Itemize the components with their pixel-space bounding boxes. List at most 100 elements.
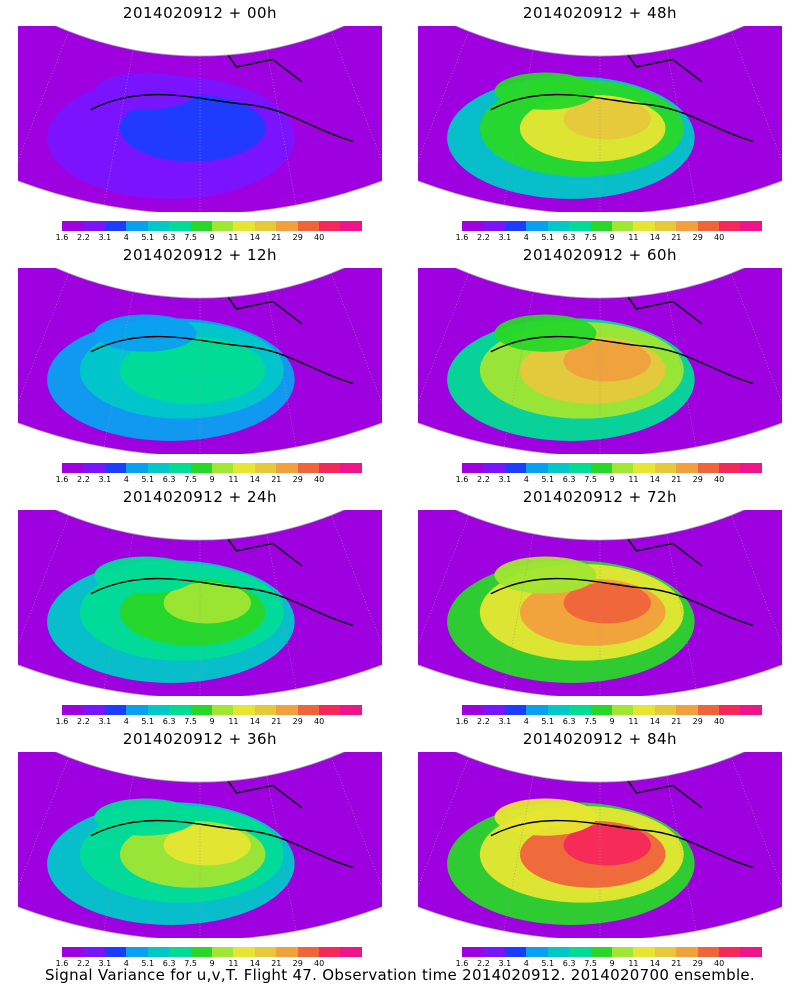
colorbar-ticks: 1.6 2.2 3.1 4 5.1 6.3 7.5 9 11 14 21 29 40 [456,959,762,969]
colorbar-tick-label: 4 [523,717,529,726]
colorbar-swatch [190,947,212,957]
colorbar-tick-label: 2.2 [477,959,490,968]
colorbar-tick-label: 11 [228,959,239,968]
colorbar-swatch [676,705,698,715]
colorbar-swatch [254,221,277,231]
colorbar-tick-label: 7.5 [584,717,597,726]
colorbar-tick-label: 29 [692,717,703,726]
colorbar-swatch [297,221,320,231]
colorbar-swatch [697,947,720,957]
colorbar-swatch [297,705,320,715]
colorbar-tick-label: 40 [714,717,725,726]
colorbar-tick-label: 40 [314,959,325,968]
colorbar-swatch [611,221,634,231]
colorbar-swatch [126,947,148,957]
colorbar-swatch [719,705,741,715]
colorbar-swatch [611,705,634,715]
colorbar-swatch [126,221,148,231]
colorbar-tick-label: 6.3 [162,959,176,968]
colorbar-swatch [254,705,277,715]
colorbar-tick-label: 2.2 [77,717,90,726]
colorbar-swatch [504,947,527,957]
colorbar-swatch [504,463,527,473]
colorbar-tick-label: 1.6 [455,233,469,242]
colorbar-swatch [104,463,127,473]
colorbar-swatch [233,221,255,231]
colorbar-tick-label: 21 [671,233,682,242]
colorbar-tick-label: 40 [314,233,325,242]
colorbar-tick-label: 5.1 [541,233,555,242]
colorbar-tick-label: 4 [123,475,129,484]
colorbar-tick-label: 9 [209,475,215,484]
colorbar-swatch [276,221,298,231]
forecast-panel-48h: 2014020912 + 48h 1.6 2.2 3.1 4 5.1 6.3 7.5 9 11 14… [400,0,800,242]
colorbar-tick-label: 9 [209,959,215,968]
colorbar-swatch [633,947,655,957]
variance-map [418,752,782,938]
colorbar-ticks: 1.6 2.2 3.1 4 5.1 6.3 7.5 9 11 14 21 29 40 [456,233,762,243]
colorbar-tick-label: 4 [523,233,529,242]
figure-caption: Signal Variance for u,v,T. Flight 47. Ob… [44,966,756,984]
colorbar-tick-label: 11 [628,233,639,242]
forecast-panel-12h: 2014020912 + 12h 1.6 2.2 3.1 4 5.1 6.3 7.5 9 11 14… [0,242,400,484]
forecast-panel-36h: 2014020912 + 36h 1.6 2.2 3.1 4 5.1 6.3 7.5 9 11 14… [0,726,400,968]
colorbar [62,463,362,473]
variance-map [418,268,782,454]
colorbar-tick-label: 40 [714,959,725,968]
colorbar [62,705,362,715]
colorbar-swatch [104,947,127,957]
colorbar-swatch [526,463,548,473]
colorbar-tick-label: 4 [523,959,529,968]
colorbar-tick-label: 21 [271,475,282,484]
colorbar-tick-label: 9 [609,475,615,484]
colorbar-tick-label: 4 [123,717,129,726]
colorbar-swatch [276,705,298,715]
colorbar-swatch [547,221,570,231]
colorbar-tick-label: 9 [609,717,615,726]
colorbar-swatch [569,221,591,231]
colorbar-swatch [276,947,298,957]
colorbar-tick-label: 4 [123,959,129,968]
colorbar-swatch [297,463,320,473]
colorbar-tick-label: 7.5 [184,717,197,726]
colorbar-swatch [590,221,612,231]
colorbar-swatch [547,463,570,473]
colorbar-swatch [104,221,127,231]
colorbar-swatch [211,705,234,715]
colorbar-swatch [319,947,341,957]
colorbar-tick-label: 9 [209,233,215,242]
colorbar-tick-label: 7.5 [184,233,197,242]
colorbar-swatch [233,947,255,957]
colorbar-ticks: 1.6 2.2 3.1 4 5.1 6.3 7.5 9 11 14 21 29 40 [56,233,362,243]
colorbar-tick-label: 14 [249,475,260,484]
colorbar-swatch [126,463,148,473]
colorbar-swatch [211,947,234,957]
colorbar-ticks: 1.6 2.2 3.1 4 5.1 6.3 7.5 9 11 14 21 29 40 [456,717,762,727]
colorbar-tick-label: 1.6 [55,959,69,968]
colorbar-tick-label: 2.2 [477,233,490,242]
colorbar-swatch [547,947,570,957]
variance-map [418,510,782,696]
colorbar-swatch [211,221,234,231]
colorbar-swatch [590,705,612,715]
colorbar-tick-label: 11 [628,717,639,726]
colorbar-swatch [569,705,591,715]
colorbar [62,947,362,957]
colorbar-tick-label: 11 [228,233,239,242]
colorbar-tick-label: 14 [649,717,660,726]
colorbar-swatch [654,947,677,957]
colorbar-tick-label: 6.3 [562,959,576,968]
colorbar-tick-label: 29 [692,475,703,484]
colorbar-tick-label: 3.1 [498,233,512,242]
colorbar-swatch [62,463,84,473]
colorbar-swatch [319,221,341,231]
variance-map [18,26,382,212]
colorbar-tick-label: 29 [292,959,303,968]
colorbar-swatch [340,705,362,715]
colorbar-swatch [233,705,255,715]
colorbar-tick-label: 4 [523,475,529,484]
colorbar-tick-label: 29 [292,717,303,726]
panel-title: 2014020912 + 24h [122,488,278,506]
colorbar-swatch [83,221,105,231]
colorbar-swatch [254,463,277,473]
